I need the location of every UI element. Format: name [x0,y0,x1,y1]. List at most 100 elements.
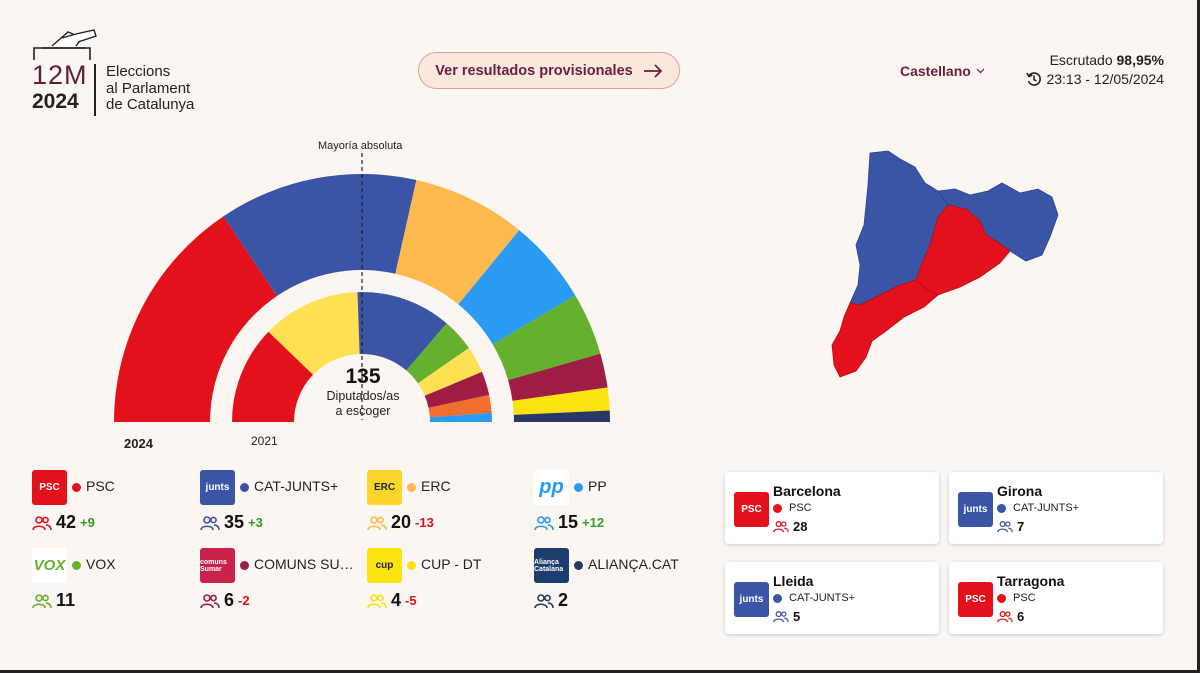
people-icon [32,593,52,608]
party-name: VOX [86,556,116,572]
party-logo: junts [200,470,235,505]
party-color-dot [240,561,249,570]
total-seats-label: Diputados/as a escoger [300,389,426,419]
province-name: Girona [997,483,1043,499]
ballot-box-icon [33,29,97,60]
catalonia-map [831,150,1059,378]
party-name: PSC [86,478,115,494]
province-seats: 7 [997,519,1024,534]
province-seat-count: 5 [793,609,801,624]
view-provisional-results-button[interactable]: Ver resultados provisionales [418,52,680,89]
province-seat-count: 7 [1017,519,1025,534]
logo-title-line: al Parlament [106,79,191,97]
inner-segment-pp[interactable] [429,412,492,422]
province-card-barcelona[interactable]: PSC Barcelona PSC 28 [725,472,939,544]
party-item-vox[interactable]: VOX VOX 11 [32,548,192,618]
province-card-tarragona[interactable]: PSC Tarragona PSC 6 [949,562,1163,634]
party-item-alian-a-cat[interactable]: Aliança Catalana ALIANÇA.CAT 2 [534,548,694,618]
party-item-cup-dt[interactable]: cup CUP - DT 4 -5 [367,548,527,618]
party-seat-count: 2 [558,590,569,610]
province-card-lleida[interactable]: junts Lleida CAT-JUNTS+ 5 [725,562,939,634]
province-party-name: CAT-JUNTS+ [1013,502,1080,514]
history-icon [1026,72,1042,86]
inner-segment-cup[interactable] [417,348,482,396]
people-icon [200,515,220,530]
arrow-right-icon [643,63,662,78]
party-seats: 2 [534,590,572,611]
province-party-dot [997,504,1006,513]
province-seat-count: 28 [793,519,808,534]
party-seat-delta: -13 [415,515,434,530]
party-logo: PSC [32,470,67,505]
logo-title: Eleccions al Parlament de Catalunya [106,63,226,114]
province-party-dot [773,594,782,603]
party-seat-count: 11 [56,590,76,610]
outer-year-label: 2024 [124,436,153,451]
party-logo: pp [534,470,569,505]
party-seat-delta: -5 [405,593,417,608]
party-item-comuns-sumar[interactable]: comuns Sumar COMUNS SUMAR 6 -2 [200,548,360,618]
inner-segment-erc[interactable] [268,292,360,375]
scrutiny-line: Escrutado 98,95% [1000,52,1164,68]
outer-segment-vox[interactable] [492,295,601,381]
party-seat-delta: +12 [582,515,605,530]
map-region-tarragona [831,279,939,378]
province-seat-count: 6 [1017,609,1025,624]
people-icon [773,521,789,533]
timestamp-line: 23:13 - 12/05/2024 [1000,71,1164,87]
province-name: Tarragona [997,573,1065,589]
people-icon [367,515,387,530]
people-icon [997,521,1013,533]
province-party-dot [773,504,782,513]
party-name: COMUNS SUMAR [254,556,360,572]
party-name: PP [588,478,607,494]
inner-year-label: 2021 [251,434,278,448]
inner-segment-psc[interactable] [232,331,314,422]
province-seats: 6 [997,609,1024,624]
language-selector[interactable]: Castellano [900,63,985,79]
party-seats: 4 -5 [367,590,417,611]
party-item-psc[interactable]: PSC PSC 42 +9 [32,470,192,540]
people-icon [773,611,789,623]
party-color-dot [240,483,249,492]
inner-segment-vox[interactable] [406,323,469,384]
party-item-pp[interactable]: pp PP 15 +12 [534,470,694,540]
party-color-dot [72,483,81,492]
outer-segment-cat-junts-[interactable] [223,173,417,296]
outer-segment-erc[interactable] [395,180,520,305]
party-seat-delta: -2 [238,593,250,608]
party-logo: Aliança Catalana [534,548,569,583]
outer-segment-psc[interactable] [114,216,278,422]
province-card-girona[interactable]: junts Girona CAT-JUNTS+ 7 [949,472,1163,544]
party-seat-count: 20 [391,512,412,532]
outer-segment-comuns-sumar[interactable] [508,353,608,401]
total-seats-value: 135 [345,365,381,388]
party-seats: 35 +3 [200,512,263,533]
inner-segment-cs[interactable] [428,394,492,418]
language-label: Castellano [900,63,971,79]
outer-segment-cup-dt[interactable] [512,387,610,415]
election-logo[interactable]: 12M 2024 Eleccions al Parlament de Catal… [32,26,222,116]
party-seat-count: 4 [391,590,402,610]
outer-segment-alian-a-cat[interactable] [513,410,610,422]
party-color-dot [407,561,416,570]
inner-segment-junts[interactable] [357,292,447,371]
party-logo: comuns Sumar [200,548,235,583]
party-name: ERC [421,478,451,494]
party-seats: 20 -13 [367,512,434,533]
province-winner-logo: PSC [958,582,993,617]
logo-title-line: de Catalunya [106,96,195,113]
party-item-cat-junts-[interactable]: junts CAT-JUNTS+ 35 +3 [200,470,360,540]
cta-label: Ver resultados provisionales [435,62,633,79]
party-name: CAT-JUNTS+ [254,478,339,494]
logo-divider [94,64,96,116]
party-seat-delta: +9 [80,515,95,530]
people-icon [32,515,52,530]
party-color-dot [574,483,583,492]
inner-segment-comuns[interactable] [424,371,490,408]
party-color-dot [72,561,81,570]
scrutiny-label: Escrutado [1049,52,1113,68]
outer-segment-pp[interactable] [458,230,576,345]
party-item-erc[interactable]: ERC ERC 20 -13 [367,470,527,540]
